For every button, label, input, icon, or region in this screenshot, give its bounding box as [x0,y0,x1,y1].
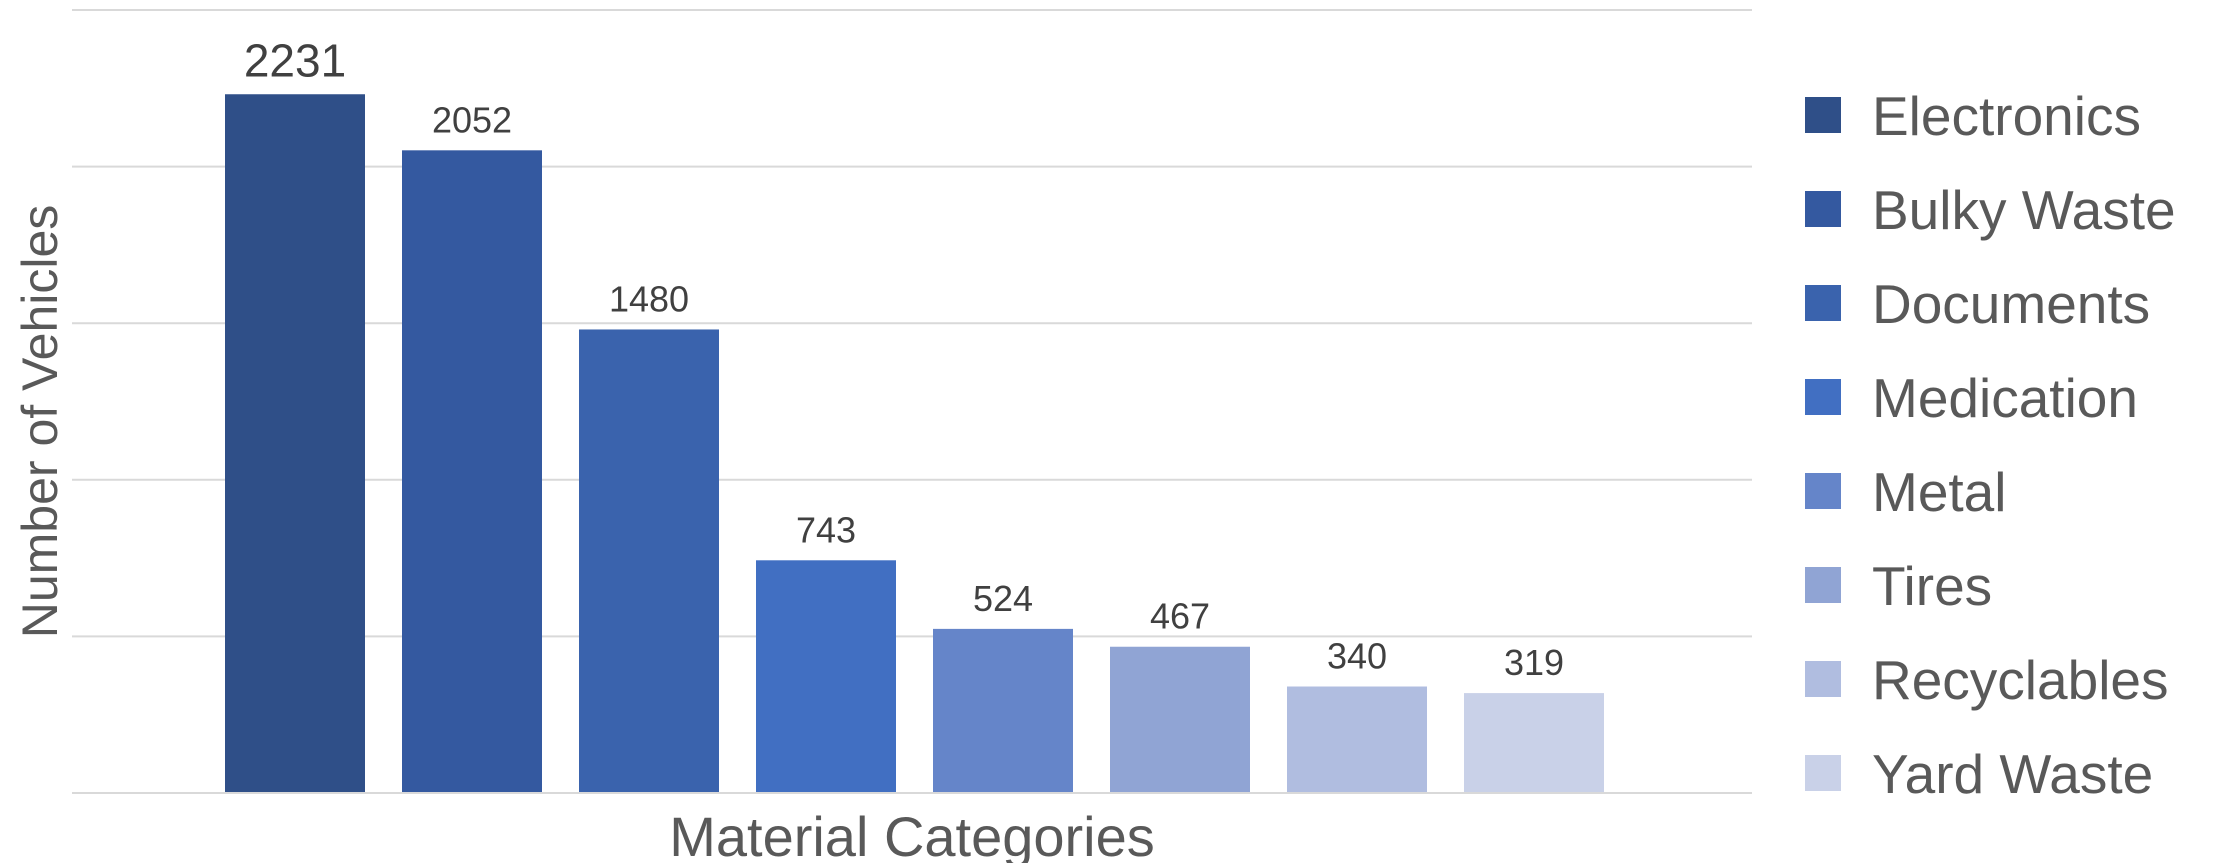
y-axis-title: Number of Vehicles [12,205,68,639]
bar [579,329,719,793]
legend-label: Documents [1872,273,2150,335]
bar [756,560,896,793]
data-label: 340 [1327,636,1387,677]
legend-swatch [1805,755,1841,791]
legend-label: Electronics [1872,85,2141,147]
bar [933,628,1073,793]
legend-swatch [1805,97,1841,133]
legend-swatch [1805,473,1841,509]
data-label: 467 [1150,596,1210,637]
data-label: 2231 [244,34,346,86]
data-label: 743 [796,509,856,550]
data-labels: 2231 2052 1480 743 524 467 340 319 [244,34,1564,683]
data-label: 524 [973,578,1033,619]
legend-swatch [1805,285,1841,321]
legend-label: Recyclables [1872,649,2169,711]
bar [1110,646,1250,793]
bars [225,94,1604,794]
x-axis-title: Material Categories [669,805,1155,863]
legend-label: Tires [1872,555,1992,617]
legend-item: Metal [1805,461,2007,523]
legend-label: Yard Waste [1872,743,2153,805]
bar [225,94,365,794]
legend-swatch [1805,661,1841,697]
data-label: 319 [1504,642,1564,683]
legend-swatch [1805,379,1841,415]
legend-item: Documents [1805,273,2150,335]
legend-item: Electronics [1805,85,2141,147]
legend-label: Medication [1872,367,2138,429]
legend-label: Metal [1872,461,2007,523]
bar [402,150,542,793]
legend-item: Medication [1805,367,2138,429]
legend: Electronics Bulky Waste Documents Medicatio… [1805,85,2176,805]
legend-item: Recyclables [1805,649,2169,711]
legend-swatch [1805,191,1841,227]
legend-item: Bulky Waste [1805,179,2176,241]
data-label: 1480 [609,278,689,319]
legend-item: Yard Waste [1805,743,2153,805]
legend-swatch [1805,567,1841,603]
data-label: 2052 [432,99,512,140]
bar [1287,686,1427,793]
legend-item: Tires [1805,555,1992,617]
bar [1464,693,1604,793]
legend-label: Bulky Waste [1872,179,2176,241]
